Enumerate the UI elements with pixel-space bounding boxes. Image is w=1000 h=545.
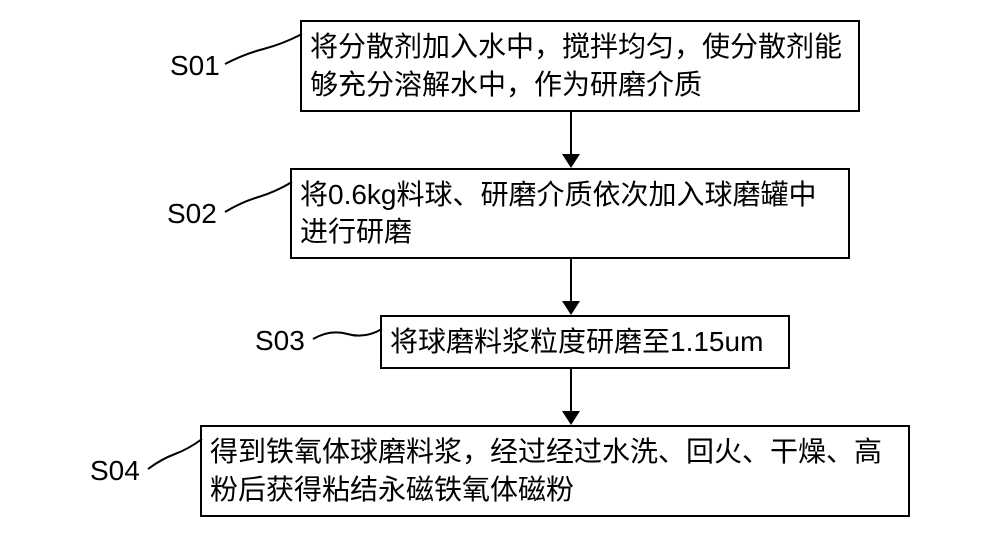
step-s02: S02 将0.6kg料球、研磨介质依次加入球磨罐中进行研磨 <box>90 168 910 260</box>
wave-connector-s02 <box>90 168 302 222</box>
step-s03: S03 将球磨料浆粒度研磨至1.15um <box>90 315 910 369</box>
step-s04: S04 得到铁氧体球磨料浆，经过经过水洗、回火、干燥、高粉后获得粘结永磁铁氧体磁… <box>90 425 910 517</box>
step-s01: S01 将分散剂加入水中，搅拌均匀，使分散剂能够充分溶解水中，作为研磨介质 <box>90 20 910 112</box>
wave-connector-s03 <box>90 315 392 349</box>
wave-connector-s01 <box>90 20 312 74</box>
arrow-head <box>562 411 580 425</box>
arrow-s01-s02 <box>90 112 910 168</box>
flowchart-container: S01 将分散剂加入水中，搅拌均匀，使分散剂能够充分溶解水中，作为研磨介质 S0… <box>90 20 910 517</box>
arrow-head <box>562 301 580 315</box>
step-box-s04: 得到铁氧体球磨料浆，经过经过水洗、回火、干燥、高粉后获得粘结永磁铁氧体磁粉 <box>200 425 910 517</box>
arrow-line <box>570 369 572 411</box>
wave-connector-s04 <box>90 425 212 479</box>
step-box-s03: 将球磨料浆粒度研磨至1.15um <box>380 315 790 369</box>
arrow-s03-s04 <box>90 369 910 425</box>
arrow-s02-s03 <box>90 259 910 315</box>
arrow-head <box>562 154 580 168</box>
arrow-line <box>570 259 572 301</box>
arrow-line <box>570 112 572 154</box>
step-box-s01: 将分散剂加入水中，搅拌均匀，使分散剂能够充分溶解水中，作为研磨介质 <box>300 20 860 112</box>
step-box-s02: 将0.6kg料球、研磨介质依次加入球磨罐中进行研磨 <box>290 168 850 260</box>
